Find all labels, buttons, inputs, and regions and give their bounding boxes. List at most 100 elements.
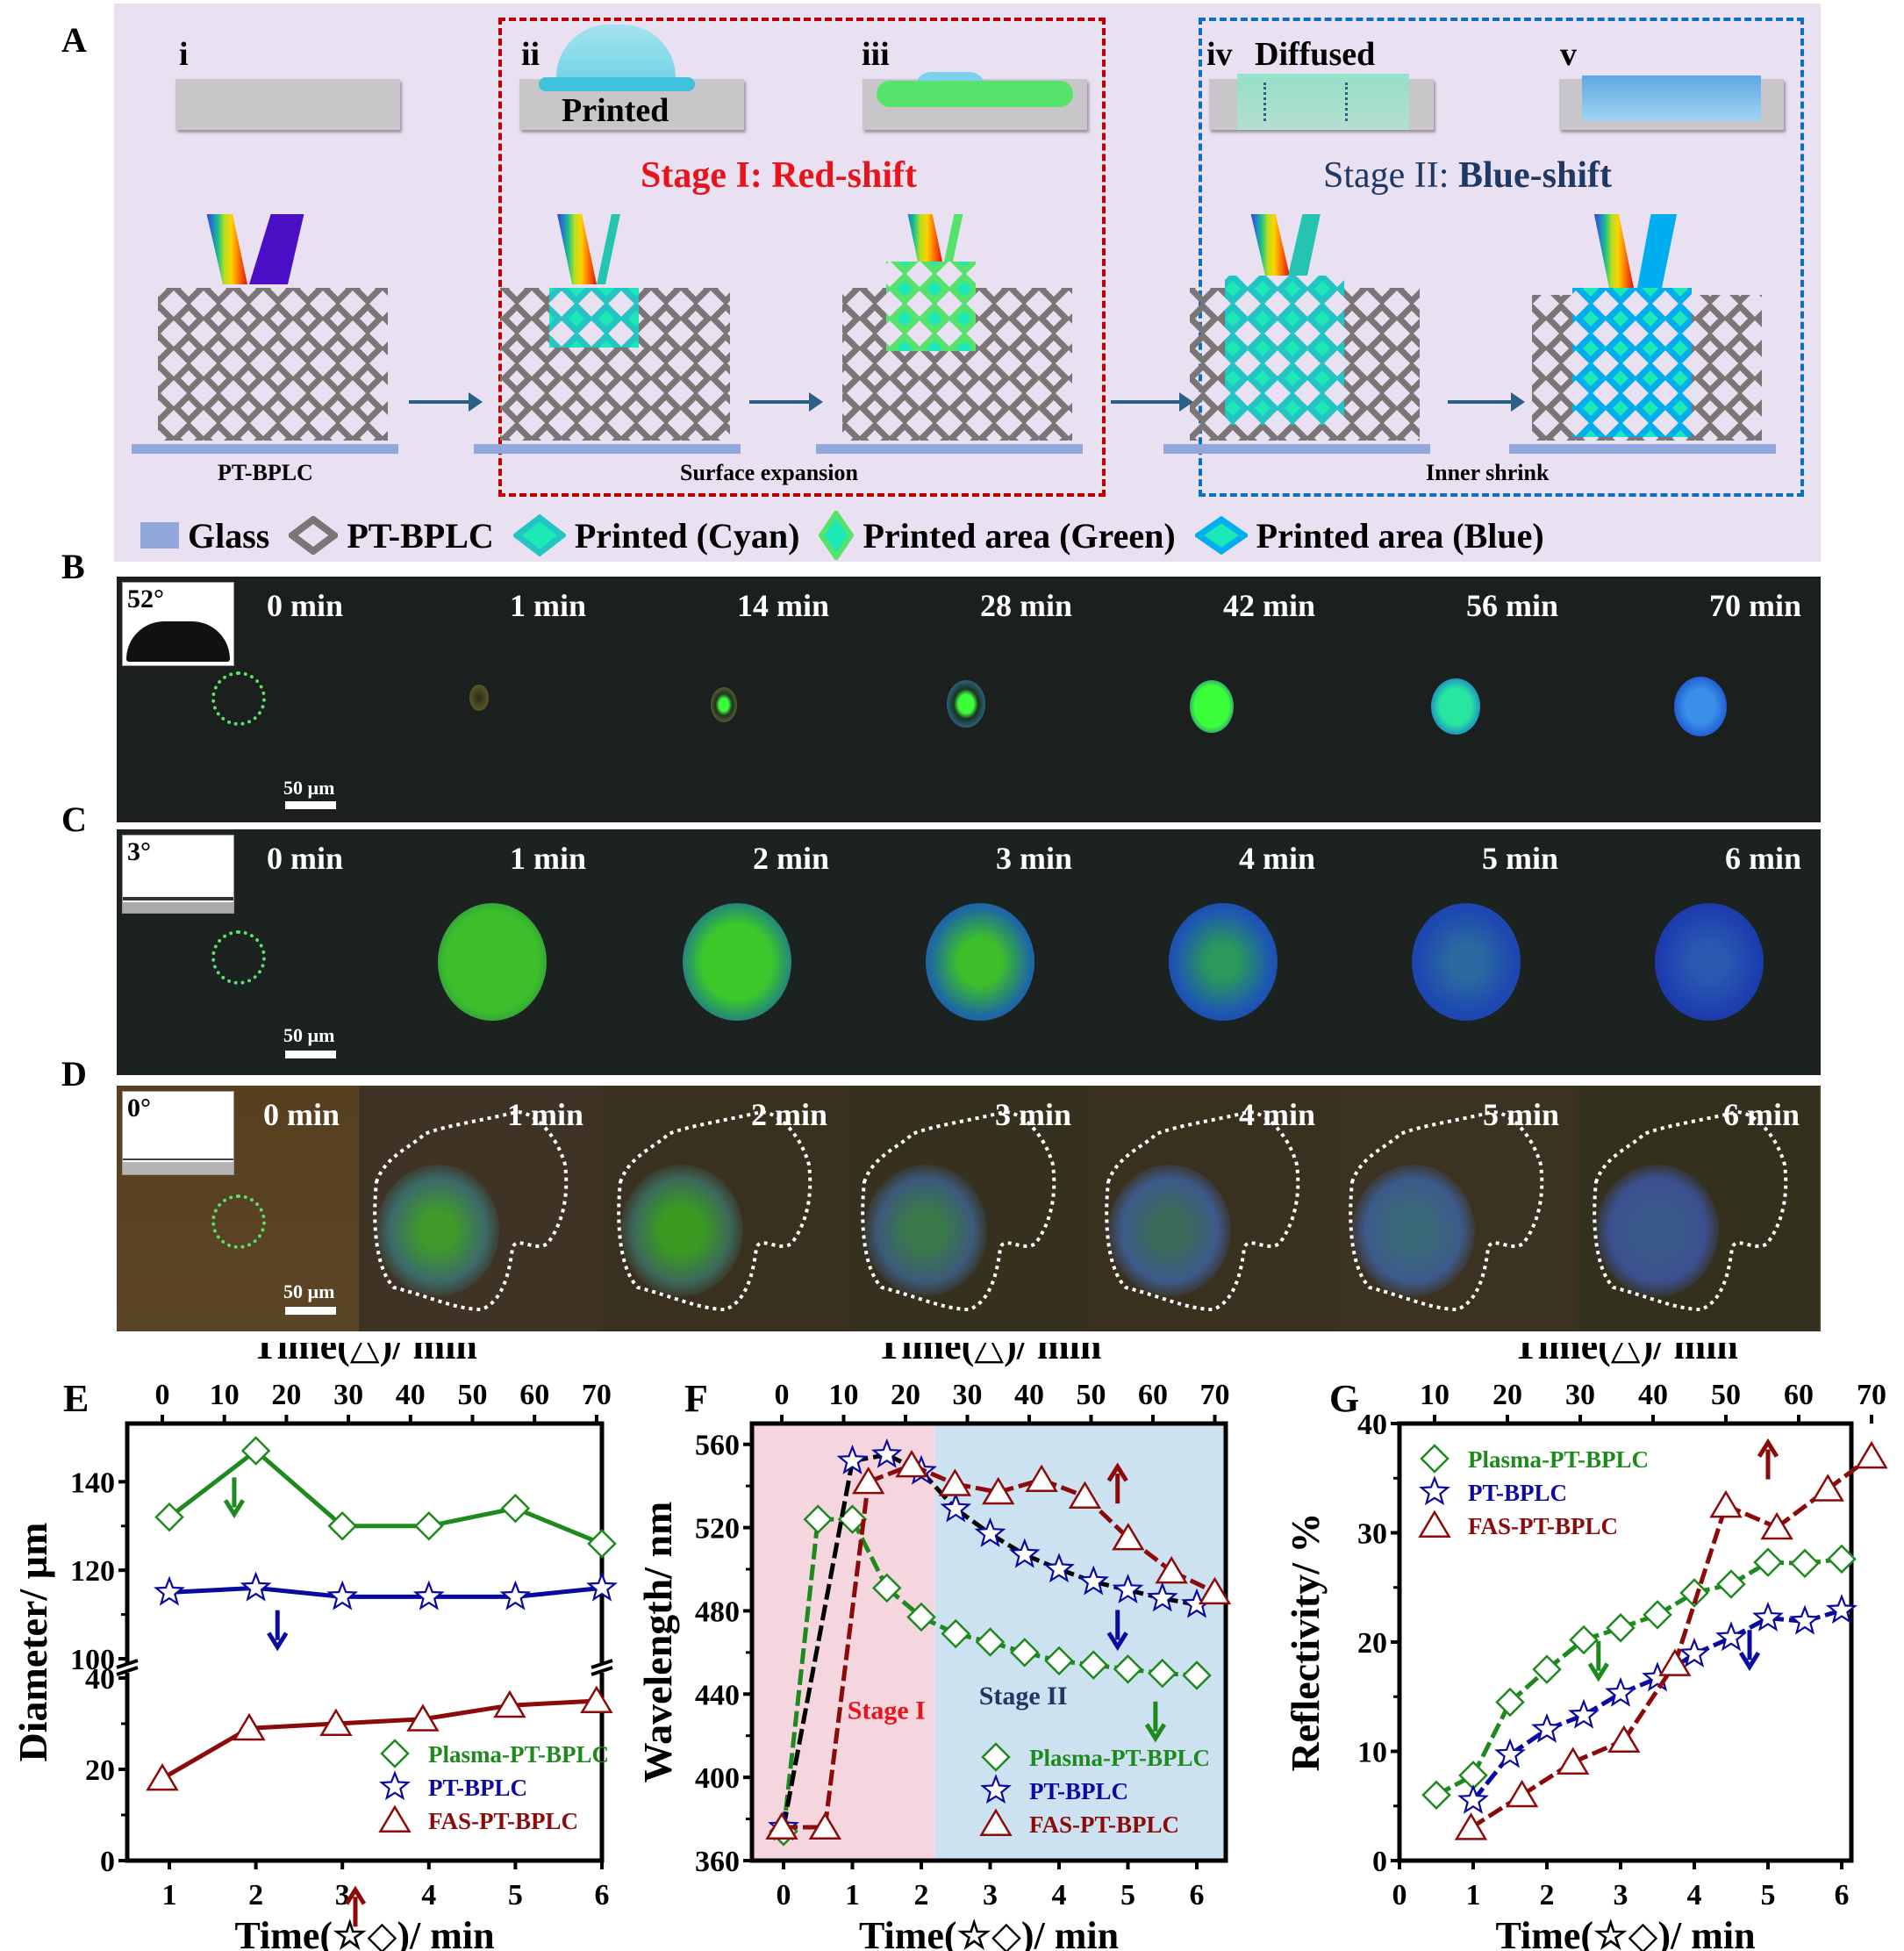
data-point-star bbox=[1679, 1637, 1710, 1668]
data-point-triangle bbox=[1709, 1489, 1743, 1518]
time-label: 1 min bbox=[506, 1097, 583, 1132]
printed-spot bbox=[1412, 903, 1521, 1021]
x-top-tick-label: 40 bbox=[396, 1379, 426, 1411]
data-point-star bbox=[1419, 1475, 1450, 1506]
data-point-star bbox=[1715, 1621, 1747, 1652]
y-tick-label: 360 bbox=[695, 1846, 740, 1878]
data-point-star bbox=[1568, 1698, 1600, 1729]
frame-d-6: 6 min bbox=[1578, 1086, 1819, 1331]
panel-label-c: C bbox=[61, 800, 87, 839]
reflected-light-icon bbox=[249, 214, 304, 284]
data-point-diamond bbox=[154, 1502, 184, 1532]
incident-light-icon bbox=[557, 214, 597, 284]
x-tick-label: 5 bbox=[1761, 1879, 1776, 1912]
x-top-tick-label: 10 bbox=[210, 1379, 240, 1411]
y-axis-title: Diameter/ µm bbox=[11, 1523, 55, 1762]
data-point-star bbox=[326, 1580, 359, 1610]
legend-label: Plasma-PT-BPLC bbox=[1029, 1745, 1210, 1771]
y-tick-label: 40 bbox=[1357, 1409, 1387, 1441]
time-label: 0 min bbox=[266, 841, 343, 876]
data-point-diamond bbox=[981, 1742, 1011, 1772]
printed-spot bbox=[864, 1165, 987, 1296]
data-point-star bbox=[412, 1580, 445, 1610]
data-point-diamond bbox=[1421, 1780, 1451, 1811]
series-line-segment bbox=[168, 1585, 256, 1595]
trend-up-arrow-icon bbox=[1757, 1438, 1779, 1480]
data-point-star bbox=[836, 1444, 869, 1474]
droplet-spot bbox=[469, 685, 489, 711]
x-axis-title: Time(☆◇)/ min bbox=[234, 1914, 494, 1951]
data-point-triangle bbox=[1454, 1812, 1488, 1840]
data-point-triangle bbox=[1855, 1440, 1888, 1469]
print-position-marker bbox=[211, 930, 266, 985]
data-point-triangle bbox=[1025, 1464, 1058, 1493]
caption-pt-bplc: PT-BPLC bbox=[218, 460, 313, 485]
y-tick-label: 400 bbox=[695, 1762, 740, 1795]
x-tick-label: 2 bbox=[1540, 1879, 1555, 1912]
data-point-triangle bbox=[1607, 1725, 1641, 1754]
step-numeral: v bbox=[1560, 36, 1577, 73]
data-point-triangle bbox=[979, 1808, 1013, 1836]
droplet-spot bbox=[1431, 678, 1480, 735]
step-numeral: iv bbox=[1206, 36, 1233, 73]
x-axis-title: Time(☆◇)/ min bbox=[859, 1914, 1119, 1951]
caption-inner-shrink: Inner shrink bbox=[1426, 460, 1550, 485]
x-top-tick-label: 60 bbox=[1138, 1379, 1168, 1411]
reflected-light-icon bbox=[1288, 214, 1321, 276]
lattice-v bbox=[1509, 214, 1776, 454]
frame-c-5: 5 min bbox=[1335, 829, 1578, 1075]
series-line-segment bbox=[515, 1585, 603, 1599]
data-point-triangle bbox=[1557, 1747, 1590, 1775]
data-point-diamond bbox=[1078, 1650, 1109, 1680]
trend-up-arrow-icon bbox=[1106, 1462, 1128, 1504]
time-label: 14 min bbox=[736, 588, 829, 623]
data-point-diamond bbox=[1420, 1444, 1449, 1474]
flow-arrow-icon bbox=[1111, 392, 1193, 412]
x-tick-label: 2 bbox=[914, 1879, 929, 1912]
frame-c-2: 2 min bbox=[605, 829, 848, 1075]
series-line-segment bbox=[168, 1449, 258, 1519]
frame-c-0: 3° 0 min 50 µm bbox=[117, 829, 362, 1075]
data-point-diamond bbox=[1606, 1613, 1636, 1643]
data-point-star bbox=[1531, 1712, 1563, 1743]
data-point-star bbox=[1112, 1573, 1144, 1603]
y-tick-label: 440 bbox=[695, 1679, 740, 1711]
substrate-ii: Printed bbox=[519, 25, 744, 130]
cyan-diamond-icon bbox=[512, 514, 566, 556]
data-point-star bbox=[1826, 1594, 1857, 1625]
y-tick-label: 0 bbox=[1372, 1846, 1387, 1878]
substrate-iv bbox=[1209, 74, 1434, 130]
data-point-diamond bbox=[1827, 1544, 1857, 1574]
y-tick-label: 520 bbox=[695, 1513, 740, 1546]
time-label: 28 min bbox=[979, 588, 1072, 623]
x-top-tick-label: 40 bbox=[1014, 1379, 1044, 1411]
printed-spot bbox=[438, 903, 547, 1021]
trend-down-arrow-icon bbox=[267, 1610, 289, 1652]
data-point-star bbox=[980, 1774, 1012, 1804]
print-position-marker bbox=[211, 1194, 266, 1249]
data-point-diamond bbox=[1113, 1654, 1143, 1684]
reflected-light-icon bbox=[944, 214, 963, 262]
data-point-triangle bbox=[1155, 1555, 1188, 1584]
data-point-star bbox=[1789, 1604, 1821, 1635]
panel-label-f: F bbox=[684, 1377, 708, 1420]
contact-angle-value: 3° bbox=[127, 837, 151, 866]
legend-label: Plasma-PT-BPLC bbox=[428, 1741, 609, 1768]
x-top-axis-title: Time(△)/ min bbox=[877, 1343, 1102, 1367]
x-tick-label: 0 bbox=[777, 1879, 791, 1912]
lattice-ii bbox=[474, 214, 741, 454]
data-point-triangle bbox=[852, 1466, 885, 1495]
glass-substrate bbox=[816, 444, 1083, 454]
boundary-outline bbox=[1105, 1109, 1300, 1312]
legend-item-printed-cyan: Printed (Cyan) bbox=[512, 514, 799, 556]
frame-d-0: 0° 0 min 50 µm bbox=[117, 1086, 359, 1331]
panel-label-b: B bbox=[61, 547, 85, 586]
data-point-star bbox=[379, 1770, 411, 1801]
trend-down-arrow-icon bbox=[1106, 1610, 1128, 1652]
frame-d-1: 1 min bbox=[359, 1086, 603, 1331]
data-point-star bbox=[1752, 1601, 1784, 1632]
incident-light-icon bbox=[206, 214, 247, 284]
frame-b-4: 42 min bbox=[1092, 577, 1335, 822]
y-axis-title: Wavelength/ nm bbox=[636, 1502, 680, 1783]
frame-c-6: 6 min bbox=[1578, 829, 1821, 1075]
